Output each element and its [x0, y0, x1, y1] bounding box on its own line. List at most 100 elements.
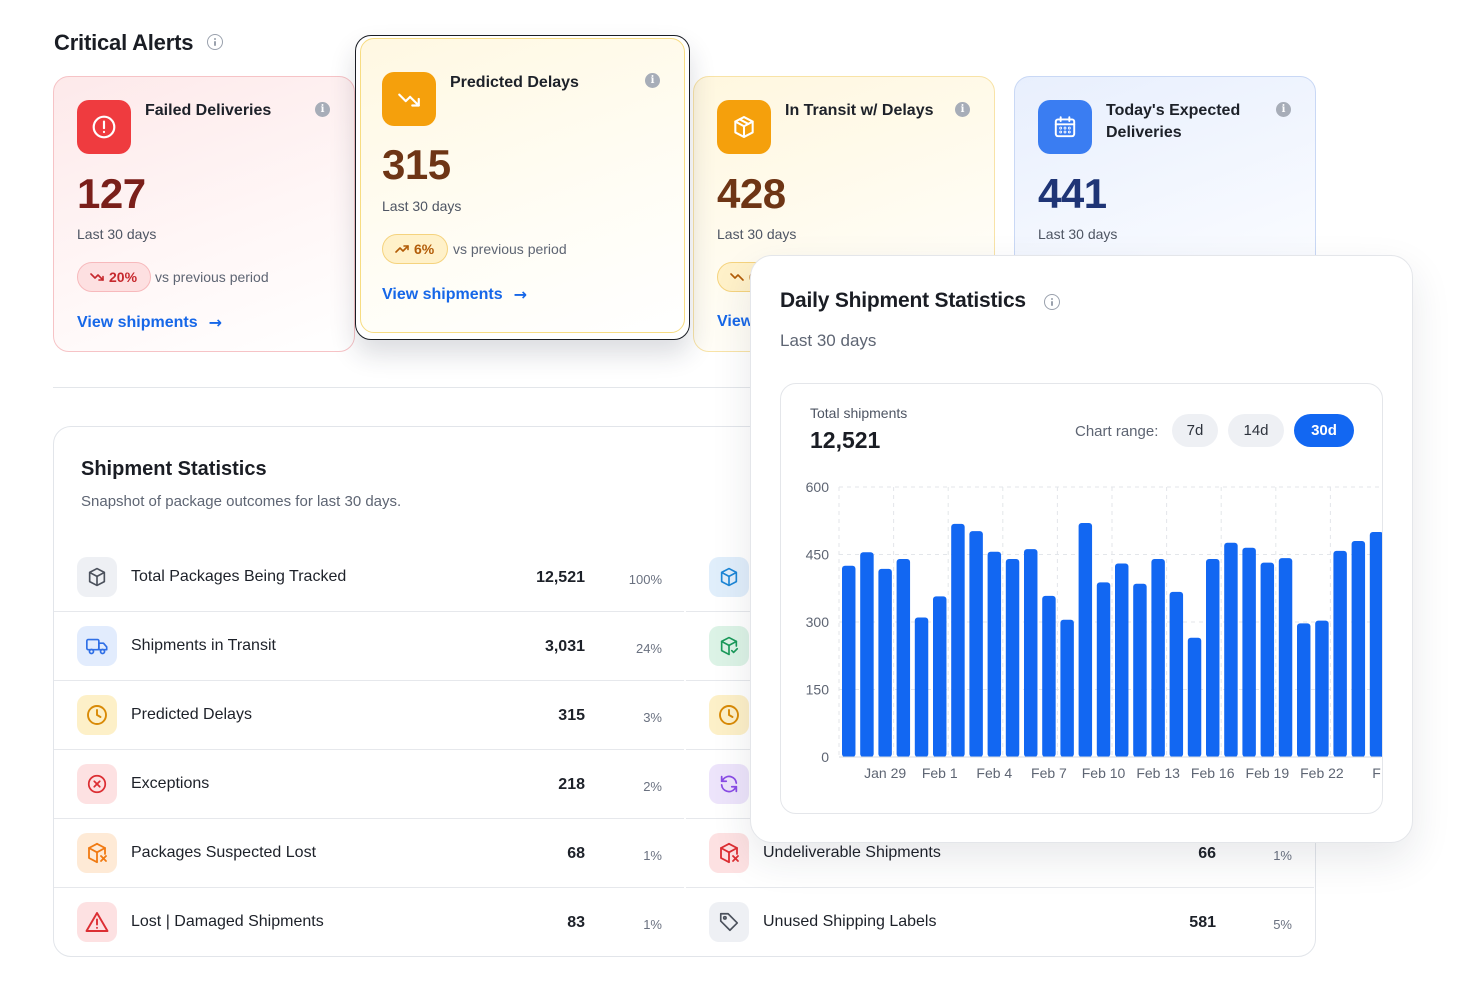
chart-subtitle: Last 30 days — [780, 331, 877, 350]
chart-bar[interactable] — [1333, 550, 1347, 757]
row-divider — [686, 818, 750, 819]
package-icon — [717, 100, 771, 154]
view-shipments-link[interactable]: View shipments → — [382, 285, 527, 304]
chart-bar[interactable] — [1278, 558, 1293, 757]
chart-bar[interactable] — [1187, 637, 1202, 757]
stat-value: 218 — [558, 776, 585, 793]
chart-range-label: Chart range: — [1075, 423, 1159, 440]
info-icon[interactable]: i — [315, 102, 330, 117]
x-tick-label: Feb 7 — [1031, 765, 1067, 781]
page-title: Critical Alerts — [54, 30, 194, 55]
comparison-text: vs previous period — [155, 269, 269, 285]
row-divider — [686, 611, 750, 612]
chart-bar[interactable] — [1260, 562, 1275, 757]
chart-bar[interactable] — [933, 596, 947, 757]
stat-label: Predicted Delays — [131, 706, 252, 723]
truck-icon — [77, 626, 117, 666]
clock-icon — [709, 695, 749, 735]
chart-bar[interactable] — [896, 559, 911, 757]
chart-bar[interactable] — [1242, 547, 1256, 757]
chart-bar[interactable] — [1369, 532, 1382, 757]
chart-bar[interactable] — [1151, 559, 1165, 757]
stat-value: 12,521 — [536, 569, 585, 586]
trending-down-icon — [382, 72, 436, 126]
x-tick-label: Feb 10 — [1082, 765, 1126, 781]
range-14d-button[interactable]: 14d — [1228, 414, 1284, 447]
chart-bar[interactable] — [1115, 563, 1129, 758]
row-divider — [686, 680, 750, 681]
link-label: View — [717, 313, 754, 330]
stat-label: Lost | Damaged Shipments — [131, 913, 324, 930]
clock-icon — [77, 695, 117, 735]
tag-icon — [709, 902, 749, 942]
chart-bar[interactable] — [1005, 559, 1020, 757]
chart-bar[interactable] — [1206, 559, 1220, 757]
chart-bar[interactable] — [1042, 595, 1056, 757]
x-tick-label: Feb 22 — [1300, 765, 1344, 781]
stat-label: Exceptions — [131, 775, 210, 792]
chart-bar[interactable] — [914, 617, 929, 758]
chart-bar[interactable] — [969, 531, 983, 757]
row-divider — [686, 887, 1314, 888]
chart-bar[interactable] — [842, 565, 856, 757]
stat-value: 581 — [1189, 914, 1216, 931]
stat-percent: 24% — [635, 641, 662, 656]
y-tick-label: 300 — [806, 614, 830, 630]
alert-period: Last 30 days — [382, 198, 462, 214]
x-circle-icon — [77, 764, 117, 804]
alert-circle-icon — [77, 100, 131, 154]
chart-bar[interactable] — [1315, 620, 1329, 757]
info-icon[interactable]: i — [955, 102, 970, 117]
alert-period: Last 30 days — [77, 226, 157, 242]
y-tick-label: 0 — [821, 749, 829, 765]
chart-bar[interactable] — [1096, 582, 1111, 757]
stat-value: 83 — [567, 914, 585, 931]
info-icon[interactable]: i — [645, 73, 660, 88]
alert-label: In Transit w/ Delays — [785, 102, 934, 119]
alert-value: 127 — [77, 170, 146, 217]
range-30d-button[interactable]: 30d — [1294, 414, 1354, 447]
alert-value: 315 — [382, 141, 451, 188]
chart-bar[interactable] — [878, 568, 892, 757]
chart-bar[interactable] — [860, 552, 874, 757]
alert-label: Today's Expected Deliveries — [1106, 100, 1240, 144]
row-divider — [54, 680, 684, 681]
chart-bar[interactable] — [951, 523, 965, 757]
x-tick-label: Feb 19 — [1246, 765, 1290, 781]
x-tick-label: Feb 13 — [1136, 765, 1180, 781]
box-x-icon — [77, 833, 117, 873]
trend-value: 6% — [414, 241, 435, 257]
section-subtitle: Snapshot of package outcomes for last 30… — [81, 493, 402, 510]
view-shipments-link[interactable]: View shipments → — [77, 313, 222, 332]
chart-bar[interactable] — [1078, 523, 1093, 757]
trend-down-icon — [90, 273, 104, 281]
trend-down-icon — [730, 273, 744, 281]
chart-bar[interactable] — [1169, 591, 1184, 757]
chart-bar[interactable] — [1224, 542, 1238, 757]
chart-bar[interactable] — [1351, 541, 1366, 757]
alert-label-line: Deliveries — [1106, 124, 1182, 141]
stat-label: Undeliverable Shipments — [763, 844, 941, 861]
view-shipments-link[interactable]: View — [717, 313, 753, 331]
alert-value: 428 — [717, 170, 786, 217]
range-7d-button[interactable]: 7d — [1172, 414, 1218, 447]
chart-bar[interactable] — [987, 551, 1002, 757]
chart-bar[interactable] — [1060, 619, 1074, 757]
info-icon[interactable] — [1044, 294, 1060, 310]
info-icon[interactable]: i — [1276, 102, 1291, 117]
chart-bar[interactable] — [1024, 549, 1038, 757]
y-tick-label: 450 — [806, 547, 830, 563]
y-tick-label: 600 — [806, 479, 830, 495]
total-shipments-value: 12,521 — [810, 427, 881, 453]
chart-bar[interactable] — [1297, 623, 1311, 757]
comparison-text: vs previous period — [453, 241, 567, 257]
alert-label: Failed Deliveries — [145, 102, 272, 119]
bar-chart: 0 150 300 450 600 Jan 29 Feb 1 Feb 4 Feb 7 Feb 10… — [806, 479, 1382, 781]
row-divider — [686, 749, 750, 750]
link-label: View shipments — [382, 285, 503, 303]
row-divider — [54, 887, 684, 888]
info-icon[interactable] — [207, 34, 223, 50]
stat-value: 3,031 — [544, 638, 585, 655]
chart-bar[interactable] — [1133, 583, 1147, 757]
trend-value: 20% — [109, 269, 138, 285]
